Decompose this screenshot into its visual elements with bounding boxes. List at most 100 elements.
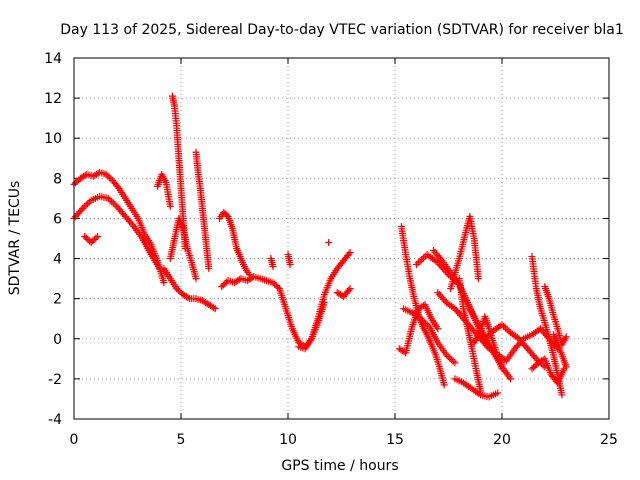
data-point bbox=[269, 279, 277, 287]
data-point bbox=[82, 201, 90, 209]
series-arc-31 bbox=[549, 331, 570, 371]
data-point bbox=[84, 200, 92, 208]
data-point bbox=[90, 236, 98, 244]
data-point bbox=[205, 265, 213, 273]
data-point bbox=[449, 357, 457, 365]
data-point bbox=[85, 198, 93, 206]
data-point bbox=[211, 305, 219, 313]
data-point bbox=[166, 202, 174, 210]
series-arc-17 bbox=[395, 301, 442, 357]
data-point bbox=[420, 318, 428, 326]
plot-frame bbox=[73, 57, 610, 420]
series-arc-16 bbox=[397, 222, 448, 389]
data-point bbox=[84, 236, 92, 244]
data-point bbox=[104, 194, 112, 202]
y-tick-label: 8 bbox=[53, 171, 62, 187]
data-point bbox=[424, 321, 432, 329]
data-point bbox=[345, 250, 353, 258]
data-point bbox=[274, 283, 282, 291]
data-point bbox=[325, 239, 333, 247]
data-point bbox=[451, 359, 459, 367]
y-tick-label: -2 bbox=[48, 372, 62, 388]
data-point bbox=[346, 249, 354, 257]
data-point bbox=[160, 279, 168, 287]
data-point bbox=[80, 203, 88, 211]
data-point bbox=[498, 321, 506, 329]
data-point bbox=[210, 304, 218, 312]
series-arc-4 bbox=[153, 170, 174, 210]
data-point bbox=[221, 280, 229, 288]
series-arc-9 bbox=[216, 208, 253, 279]
data-point bbox=[92, 234, 100, 242]
data-point bbox=[518, 336, 526, 344]
series-arc-14 bbox=[325, 239, 333, 247]
data-point bbox=[269, 263, 277, 271]
data-point bbox=[494, 389, 502, 397]
data-point bbox=[87, 239, 95, 247]
series-arc-2 bbox=[70, 192, 164, 273]
series-arc-6 bbox=[160, 265, 219, 313]
data-point bbox=[481, 335, 489, 343]
data-point bbox=[498, 365, 506, 373]
data-point bbox=[271, 280, 279, 288]
data-point bbox=[73, 177, 81, 185]
data-point bbox=[81, 232, 89, 240]
data-point bbox=[272, 282, 280, 290]
data-point bbox=[440, 381, 448, 389]
data-point bbox=[434, 325, 442, 333]
data-point bbox=[507, 375, 515, 383]
x-axis-label: GPS time / hours bbox=[281, 458, 398, 474]
data-point bbox=[442, 351, 450, 359]
y-tick-label: 10 bbox=[44, 131, 62, 147]
series-arc-11 bbox=[295, 249, 354, 353]
data-point bbox=[106, 196, 114, 204]
data-point bbox=[346, 285, 354, 293]
data-point bbox=[474, 275, 482, 283]
data-point bbox=[108, 198, 116, 206]
series-arc-25 bbox=[470, 313, 506, 373]
grid-lines bbox=[74, 58, 609, 419]
data-point bbox=[417, 315, 425, 323]
data-point bbox=[111, 201, 119, 209]
x-tick-label: 20 bbox=[493, 432, 511, 448]
x-tick-label: 10 bbox=[279, 432, 297, 448]
data-point bbox=[483, 333, 491, 341]
data-point bbox=[503, 326, 511, 334]
data-point bbox=[94, 232, 102, 240]
series-arc-13 bbox=[284, 251, 294, 269]
data-point bbox=[345, 286, 353, 294]
data-point bbox=[528, 365, 536, 373]
data-point bbox=[222, 278, 230, 286]
data-point bbox=[501, 356, 509, 364]
data-point bbox=[501, 324, 509, 332]
data-point bbox=[486, 330, 494, 338]
data-point bbox=[437, 255, 445, 263]
x-tick-label: 25 bbox=[600, 432, 618, 448]
x-tick-label: 0 bbox=[70, 432, 79, 448]
data-point bbox=[562, 333, 570, 341]
y-axis-label: SDTVAR / TECUs bbox=[7, 181, 23, 296]
data-point bbox=[447, 356, 455, 364]
data-point bbox=[218, 283, 226, 291]
data-point bbox=[500, 322, 508, 330]
data-point bbox=[446, 354, 454, 362]
series-arc-18 bbox=[400, 305, 459, 367]
data-points bbox=[70, 92, 570, 401]
data-point bbox=[114, 183, 122, 191]
data-point bbox=[104, 172, 112, 180]
data-point bbox=[89, 237, 97, 245]
y-tick-label: 2 bbox=[53, 292, 62, 308]
data-point bbox=[105, 173, 113, 181]
data-point bbox=[77, 206, 85, 214]
y-tick-label: -4 bbox=[48, 412, 62, 428]
series-arc-22 bbox=[447, 212, 482, 293]
series-arc-29 bbox=[528, 355, 568, 387]
data-point bbox=[562, 363, 570, 371]
data-point bbox=[79, 204, 87, 212]
series-arc-12 bbox=[267, 255, 277, 271]
data-point bbox=[128, 221, 136, 229]
y-tick-label: 6 bbox=[53, 211, 62, 227]
series-arc-5 bbox=[168, 92, 189, 253]
